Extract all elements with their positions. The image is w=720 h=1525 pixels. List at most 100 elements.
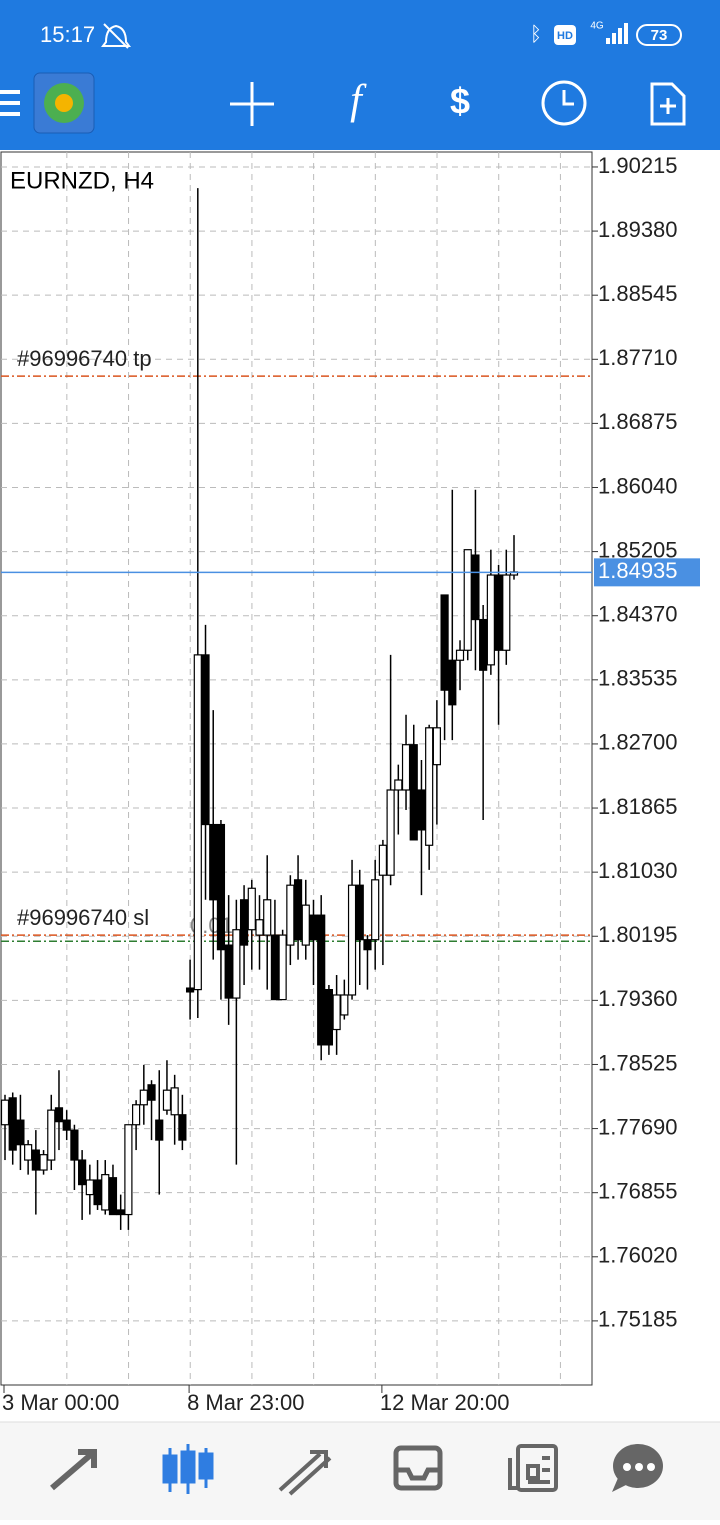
candle-body <box>162 1089 172 1111</box>
y-tick-label: 1.88545 <box>598 281 678 306</box>
candle-body <box>394 779 403 791</box>
new-order-button[interactable] <box>650 82 686 126</box>
candle-body <box>363 939 372 951</box>
candle-body <box>347 884 357 996</box>
trade-button[interactable]: $ <box>450 81 470 122</box>
chart: 1.90215 1.89380 1.88545 1.87710 1.86875 1.860… <box>0 152 700 1415</box>
chart-title: EURNZD, H4 <box>10 167 154 194</box>
candle-body <box>116 1209 125 1216</box>
candle-body <box>425 727 434 846</box>
y-tick-label: 1.75185 <box>598 1307 678 1332</box>
candle-body <box>255 919 264 936</box>
y-tick-label: 1.84370 <box>598 602 678 627</box>
y-tick-label: 1.81030 <box>598 858 678 883</box>
candle-body <box>332 994 341 1031</box>
nav-quotes[interactable] <box>50 1449 97 1491</box>
y-tick-label: 1.78525 <box>598 1050 678 1075</box>
status-time: 15:17 <box>40 22 95 47</box>
candle-body <box>440 594 449 691</box>
candle-body <box>62 1119 71 1131</box>
candle-body <box>340 994 349 1016</box>
candle-body <box>8 1097 17 1151</box>
candle-body <box>471 554 480 621</box>
y-tick-label: 1.76855 <box>598 1178 678 1203</box>
candle-body <box>47 1109 56 1161</box>
current-price-box <box>594 558 700 587</box>
candle-body <box>371 879 380 941</box>
candle-body <box>54 1107 64 1123</box>
mute-icon <box>101 23 131 49</box>
nav-chat[interactable] <box>612 1444 663 1492</box>
candle-body <box>101 1174 110 1211</box>
candle-body <box>155 1119 164 1141</box>
candle-body <box>386 789 395 876</box>
candle-body <box>463 549 472 651</box>
candle-body <box>108 1177 118 1216</box>
candle-body <box>170 1087 179 1116</box>
nav-news[interactable] <box>508 1444 558 1492</box>
candle-body <box>270 934 280 1001</box>
y-tick-label: 1.85205 <box>598 537 678 562</box>
x-tick-label: 12 Mar 20:00 <box>380 1390 510 1415</box>
app-header <box>0 0 720 150</box>
candle-body <box>409 744 418 841</box>
candle-body <box>209 823 218 901</box>
bottom-nav <box>0 1422 720 1520</box>
candle-body <box>324 989 334 1046</box>
candle-body <box>293 879 303 941</box>
candle-body <box>486 574 495 666</box>
candle-body <box>201 654 210 826</box>
order-label: #96996740 sl <box>17 905 149 930</box>
candle-body <box>185 987 195 993</box>
candle-body <box>417 789 426 831</box>
candle-body <box>278 934 287 1001</box>
y-tick-label: 1.80195 <box>598 922 678 947</box>
candle-body <box>378 844 387 876</box>
candle-body <box>286 884 295 946</box>
y-tick-label: 1.76020 <box>598 1243 678 1268</box>
candle-body <box>139 1089 148 1106</box>
candle-body <box>239 899 249 946</box>
candle-body <box>224 944 233 999</box>
candle-body <box>39 1154 48 1171</box>
candle-body <box>455 649 465 661</box>
nav-trade[interactable] <box>278 1450 332 1496</box>
nav-chart[interactable] <box>162 1444 214 1494</box>
candle-body <box>494 574 503 651</box>
y-tick-label: 1.81865 <box>598 794 678 819</box>
y-tick-label: 1.86875 <box>598 409 678 434</box>
current-price-label: 1.84935 <box>598 558 678 583</box>
candle-body <box>178 1114 187 1141</box>
candle-body <box>16 1119 25 1146</box>
candle-body <box>132 1104 141 1126</box>
candle-body <box>193 654 202 991</box>
x-tick-label: 8 Mar 23:00 <box>187 1390 304 1415</box>
candle-body <box>247 887 256 931</box>
candle-body <box>502 574 511 651</box>
hd-text: HD <box>557 30 573 42</box>
candle-body <box>355 884 364 941</box>
y-tick-label: 1.86040 <box>598 473 678 498</box>
candle-body <box>70 1129 79 1161</box>
candle-body <box>124 1124 133 1216</box>
logo-coin <box>55 94 73 112</box>
candle-body <box>24 1144 33 1161</box>
candle-body <box>216 823 226 951</box>
menu-button[interactable] <box>0 90 20 116</box>
battery-icon <box>636 24 682 46</box>
network-text: 4G <box>590 21 604 32</box>
candle-body <box>147 1084 156 1101</box>
period-button[interactable] <box>541 80 587 126</box>
hd-badge <box>554 25 576 45</box>
candle-body <box>85 1179 94 1196</box>
battery-text: 73 <box>651 27 668 44</box>
candle-body <box>317 914 326 1046</box>
crosshair-button[interactable] <box>230 82 274 126</box>
nav-history[interactable] <box>393 1445 443 1491</box>
y-tick-label: 1.79360 <box>598 986 678 1011</box>
candle-body <box>78 1159 87 1186</box>
y-tick-label: 1.87710 <box>598 345 678 370</box>
signal-icon <box>606 23 628 44</box>
candle-body <box>309 914 318 941</box>
